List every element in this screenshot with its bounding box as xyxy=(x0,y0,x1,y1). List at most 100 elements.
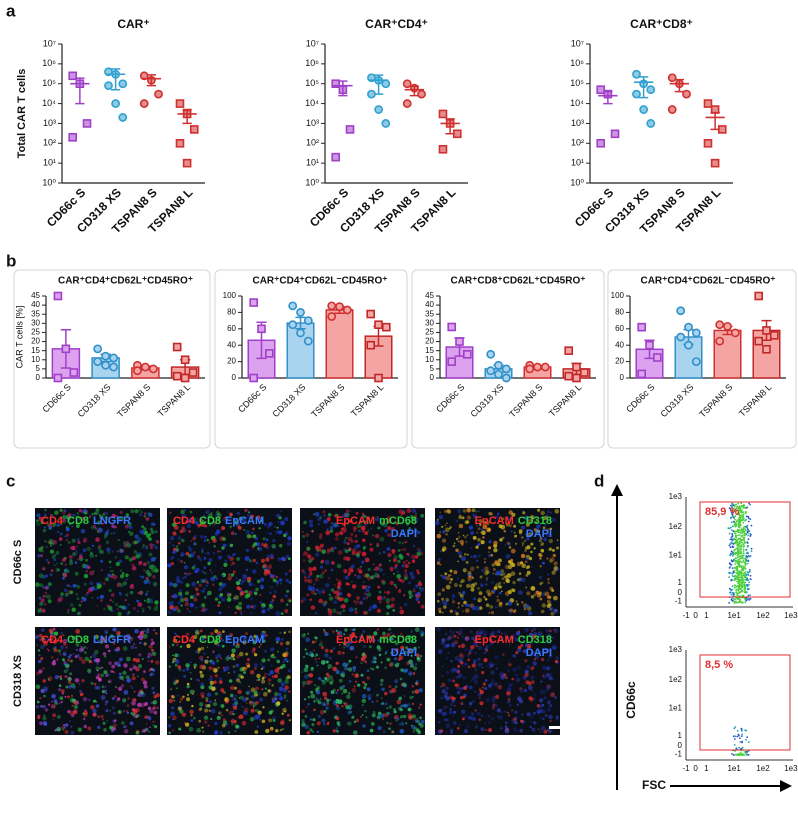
stain-speckle xyxy=(437,627,442,632)
stain-speckle xyxy=(531,566,533,568)
y-tick-label: 10² xyxy=(306,138,319,148)
stain-speckle xyxy=(132,687,134,689)
x-tick-label: CD66c S xyxy=(236,382,269,415)
data-point xyxy=(375,106,382,113)
stain-speckle xyxy=(205,697,208,700)
stain-speckle xyxy=(36,644,38,646)
stain-speckle xyxy=(347,583,350,586)
stain-speckle xyxy=(531,690,533,692)
stain-speckle xyxy=(169,665,172,668)
stain-speckle xyxy=(313,513,315,515)
data-point xyxy=(375,321,382,328)
stain-speckle xyxy=(266,538,269,541)
stain-speckle xyxy=(281,638,284,641)
stain-speckle xyxy=(549,559,553,563)
data-point xyxy=(763,346,770,353)
stain-speckle xyxy=(73,701,77,705)
stain-speckle xyxy=(377,586,380,589)
stain-speckle xyxy=(551,589,554,592)
stain-speckle xyxy=(59,653,61,655)
stain-speckle xyxy=(228,672,230,674)
stain-speckle xyxy=(123,710,125,712)
stain-speckle xyxy=(39,722,43,726)
stain-speckle xyxy=(350,629,352,631)
stain-speckle xyxy=(131,563,134,566)
stain-speckle xyxy=(398,590,401,593)
stain-speckle xyxy=(309,524,313,528)
stain-speckle xyxy=(539,582,542,585)
x-tick-label: -1 xyxy=(682,764,690,773)
stain-speckle xyxy=(199,584,202,587)
event-dot xyxy=(742,747,744,749)
stain-speckle xyxy=(277,521,279,523)
stain-speckle xyxy=(318,677,321,680)
event-dot xyxy=(744,588,746,590)
data-point xyxy=(182,375,189,382)
stain-speckle xyxy=(279,696,283,700)
stain-speckle xyxy=(398,707,402,711)
stain-speckle xyxy=(389,560,391,562)
event-dot xyxy=(751,525,753,527)
stain-speckle xyxy=(282,653,286,657)
stain-speckle xyxy=(488,612,490,614)
stain-speckle xyxy=(202,590,205,593)
stain-speckle xyxy=(226,709,229,712)
stain-speckle xyxy=(310,694,315,699)
stain-speckle xyxy=(545,714,548,717)
stain-speckle xyxy=(453,711,456,714)
stain-speckle xyxy=(303,521,307,525)
event-dot xyxy=(739,737,741,739)
stain-speckle xyxy=(362,530,365,533)
stain-speckle xyxy=(528,713,530,715)
stain-speckle xyxy=(148,572,152,576)
stain-speckle xyxy=(363,597,366,600)
stain-speckle xyxy=(530,668,533,671)
stain-speckle xyxy=(442,612,444,614)
event-dot xyxy=(735,591,737,593)
stain-speckle xyxy=(125,555,129,559)
stain-speckle xyxy=(251,695,255,699)
stain-speckle xyxy=(503,582,505,584)
stain-speckle xyxy=(187,694,189,696)
y-tick-label: 10³ xyxy=(306,118,319,128)
event-dot xyxy=(746,736,748,738)
stain-speckle xyxy=(151,649,154,652)
stain-speckle xyxy=(140,576,142,578)
data-point xyxy=(633,71,640,78)
stain-speckle xyxy=(312,641,315,644)
stain-speckle xyxy=(148,707,151,710)
stain-speckle xyxy=(235,700,238,703)
stain-speckle xyxy=(457,665,460,668)
data-point xyxy=(62,345,69,352)
stain-speckle xyxy=(479,591,483,595)
event-dot xyxy=(732,543,734,545)
stain-speckle xyxy=(486,665,488,667)
stain-speckle xyxy=(348,667,352,671)
stain-speckle xyxy=(505,544,507,546)
stain-speckle xyxy=(364,710,366,712)
stain-speckle xyxy=(43,586,45,588)
stain-speckle xyxy=(355,540,358,543)
stain-speckle xyxy=(338,587,340,589)
stain-speckle xyxy=(499,592,502,595)
stain-speckle xyxy=(446,576,451,581)
stain-speckle xyxy=(249,702,253,706)
stain-speckle xyxy=(227,592,229,594)
stain-speckle xyxy=(125,593,128,596)
stain-speckle xyxy=(105,703,107,705)
y-tick-label: 10³ xyxy=(571,118,584,128)
stain-speckle xyxy=(457,637,459,639)
event-dot xyxy=(738,592,740,594)
stain-speckle xyxy=(372,713,376,717)
stain-speckle xyxy=(461,710,465,714)
stain-speckle xyxy=(508,663,511,666)
stain-speckle xyxy=(302,597,306,601)
caption-word: CD8 xyxy=(67,515,89,527)
stain-speckle xyxy=(48,704,50,706)
stain-speckle xyxy=(460,540,464,544)
stain-speckle xyxy=(366,717,368,719)
y-tick-label: 60 xyxy=(227,324,236,333)
stain-speckle xyxy=(437,534,442,539)
stain-speckle xyxy=(477,712,481,716)
stain-speckle xyxy=(280,599,284,603)
